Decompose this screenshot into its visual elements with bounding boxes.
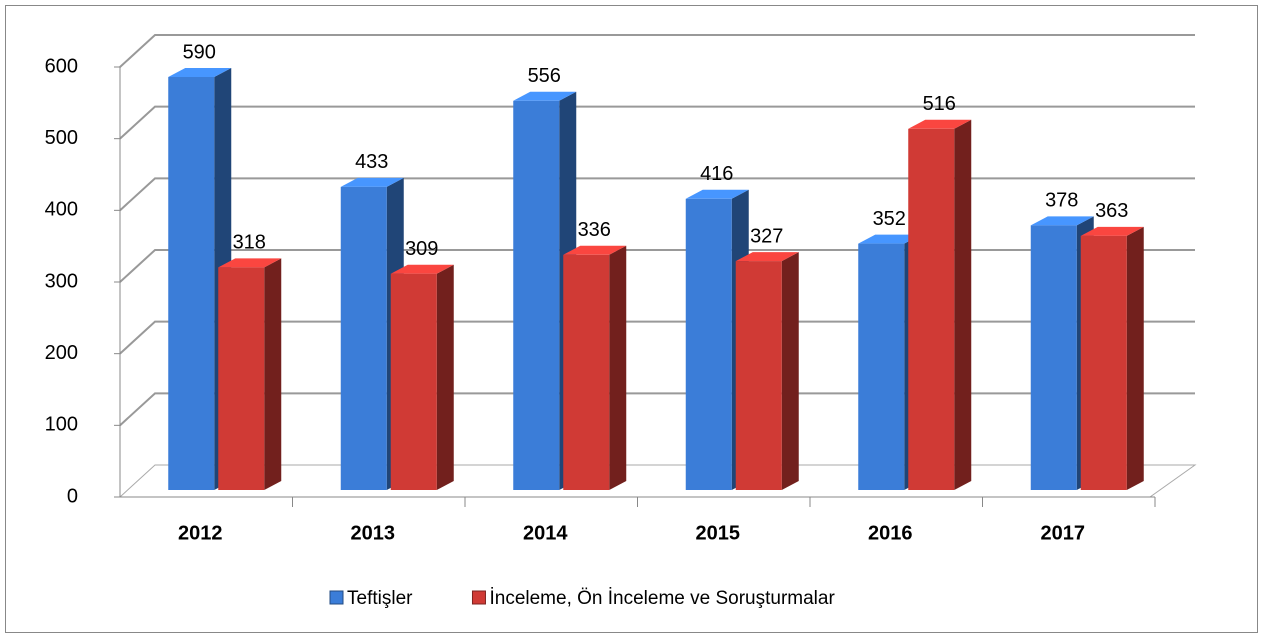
legend-label: İnceleme, Ön İnceleme ve Soruşturmalar (489, 588, 835, 609)
bar (1080, 235, 1127, 490)
value-label: 556 (528, 65, 561, 87)
bar-top (390, 264, 454, 274)
value-label: 378 (1045, 190, 1078, 212)
bar-top (1080, 226, 1144, 236)
bar-top (340, 177, 404, 187)
grid-line (119, 392, 1195, 427)
grid-line (119, 320, 1195, 355)
y-tick-label: 100 (45, 414, 78, 436)
y-tick-label: 500 (45, 127, 78, 149)
legend-label: Teftişler (347, 588, 413, 609)
bar (735, 261, 782, 490)
bar (685, 198, 732, 491)
bar (563, 254, 610, 490)
bar-side (264, 258, 282, 490)
bar (218, 267, 265, 490)
x-tick-label: 2013 (351, 522, 396, 544)
bar (513, 100, 560, 491)
legend-swatch (471, 590, 486, 605)
y-tick-label: 600 (45, 55, 78, 77)
y-tick-label: 400 (45, 199, 78, 221)
y-tick-label: 0 (67, 485, 78, 507)
bar-side (954, 119, 972, 491)
x-tick-label: 2016 (868, 522, 913, 544)
bar-side (781, 252, 799, 490)
grid-line (119, 177, 1195, 212)
value-label: 309 (405, 238, 438, 260)
grid-line (119, 249, 1195, 283)
grid-line (119, 34, 1195, 68)
bar-top (168, 68, 232, 77)
bar (858, 243, 905, 490)
bar-top (735, 252, 799, 262)
bar-top (1030, 216, 1094, 226)
bar-top (858, 234, 922, 244)
bar-side (1126, 226, 1144, 490)
x-tick-label: 2014 (523, 522, 568, 544)
bar (390, 273, 437, 490)
bar-top (908, 119, 972, 129)
x-tick-label: 2012 (178, 522, 223, 544)
bar-top (563, 245, 627, 255)
bar-top (218, 258, 282, 268)
value-label: 433 (355, 151, 388, 173)
value-label: 352 (873, 208, 906, 230)
x-tick-label: 2017 (1041, 522, 1086, 544)
legend-swatch (329, 590, 344, 605)
bar (908, 128, 955, 491)
bar-top (513, 91, 577, 101)
value-label: 516 (923, 93, 956, 115)
bar (1030, 225, 1077, 490)
bar (168, 77, 215, 490)
value-label: 327 (750, 225, 783, 247)
bar-top (685, 189, 749, 199)
value-label: 416 (700, 163, 733, 185)
x-tick-label: 2015 (696, 522, 741, 544)
grid-line (119, 105, 1195, 140)
y-tick-label: 300 (45, 270, 78, 292)
bar (340, 186, 387, 490)
value-label: 590 (183, 41, 216, 63)
value-label: 318 (233, 232, 266, 254)
value-label: 336 (578, 219, 611, 241)
y-tick-label: 200 (45, 342, 78, 364)
value-label: 363 (1095, 200, 1128, 222)
bar-side (436, 264, 454, 490)
bar-side (609, 245, 627, 490)
